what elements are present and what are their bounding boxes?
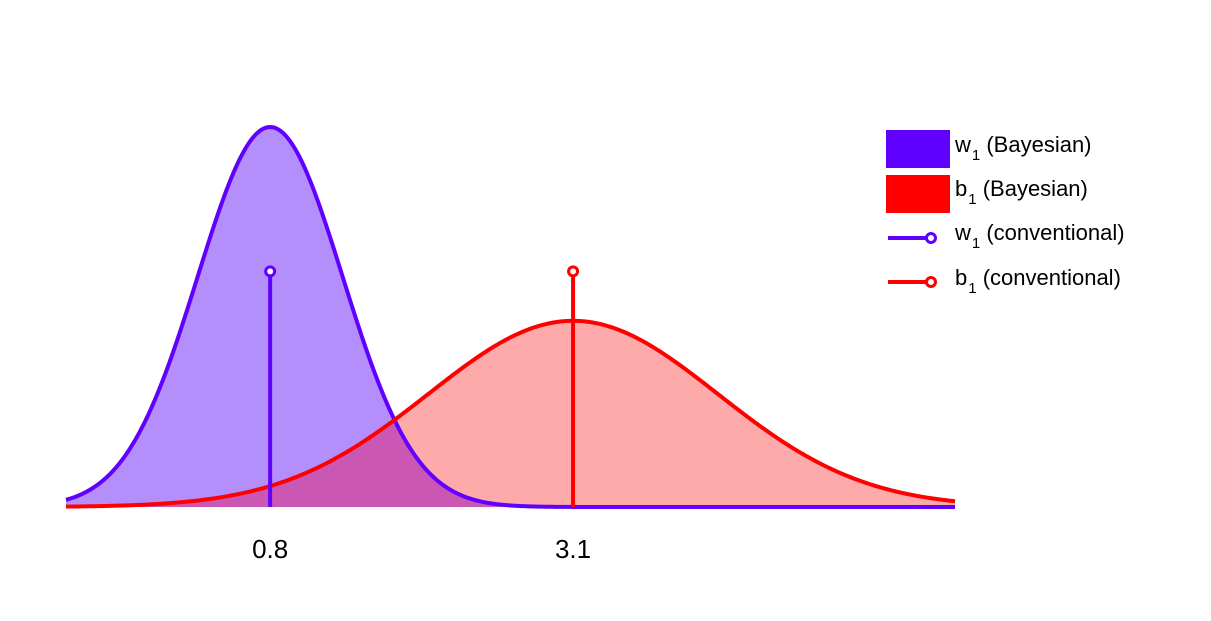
legend-swatch-b1-bayesian (886, 175, 950, 213)
w1-bayesian-density-fill (66, 127, 955, 507)
legend-marker-w1-conventional (888, 232, 937, 244)
legend-label-w1-conventional: w1 (conventional) (954, 220, 1125, 252)
legend-label-b1-bayesian: b1 (Bayesian) (955, 176, 1088, 208)
x-axis: 0.8 3.1 (252, 534, 591, 564)
x-tick-label: 0.8 (252, 534, 288, 564)
legend-marker-b1-conventional (888, 276, 937, 288)
x-tick-label: 3.1 (555, 534, 591, 564)
plot-area (65, 124, 956, 509)
legend-swatch-w1-bayesian (886, 130, 950, 168)
b1-bayesian-density-fill (66, 320, 955, 507)
conventional-estimates (264, 265, 580, 507)
b1_conv-stem-marker (567, 265, 580, 278)
legend-label-w1-bayesian: w1 (Bayesian) (954, 132, 1092, 164)
density-overlap-fill (66, 420, 955, 507)
legend-label-b1-conventional: b1 (conventional) (955, 265, 1121, 297)
w1_conv-stem-marker (264, 265, 277, 278)
b1-bayesian-density-line (65, 318, 956, 509)
w1-bayesian-density-line (65, 124, 955, 509)
legend: w1 (Bayesian) b1 (Bayesian) w1 (conventi… (886, 130, 1125, 297)
